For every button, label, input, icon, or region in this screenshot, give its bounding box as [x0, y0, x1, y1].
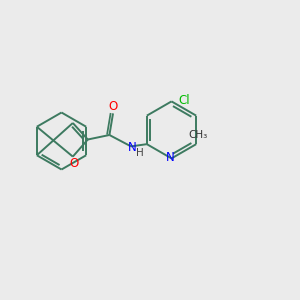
Text: O: O [108, 100, 118, 113]
Text: N: N [128, 141, 137, 154]
Text: CH₃: CH₃ [188, 130, 207, 140]
Text: N: N [166, 151, 174, 164]
Text: O: O [69, 157, 78, 170]
Text: Cl: Cl [178, 94, 190, 107]
Text: H: H [136, 148, 143, 158]
